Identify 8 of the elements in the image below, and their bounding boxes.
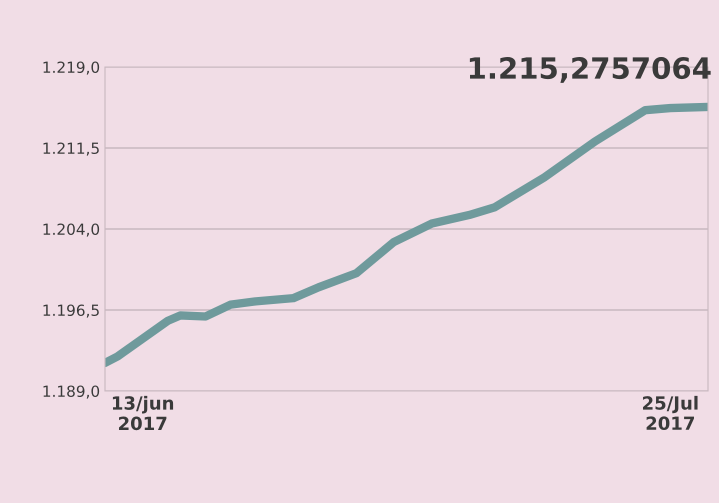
y-tick-label: 1.211,5 xyxy=(44,142,99,156)
x-tick-label: 13/jun 2017 xyxy=(112,396,174,430)
y-tick-label: 1.196,5 xyxy=(44,304,99,318)
x-tick-label: 25/Jul 2017 xyxy=(643,396,698,430)
y-tick-label: 1.204,0 xyxy=(44,223,100,237)
y-tick-label: 1.189,0 xyxy=(44,385,100,399)
y-tick-label: 1.219,0 xyxy=(44,61,100,75)
annotation: 1.215,2757064 xyxy=(470,57,711,83)
